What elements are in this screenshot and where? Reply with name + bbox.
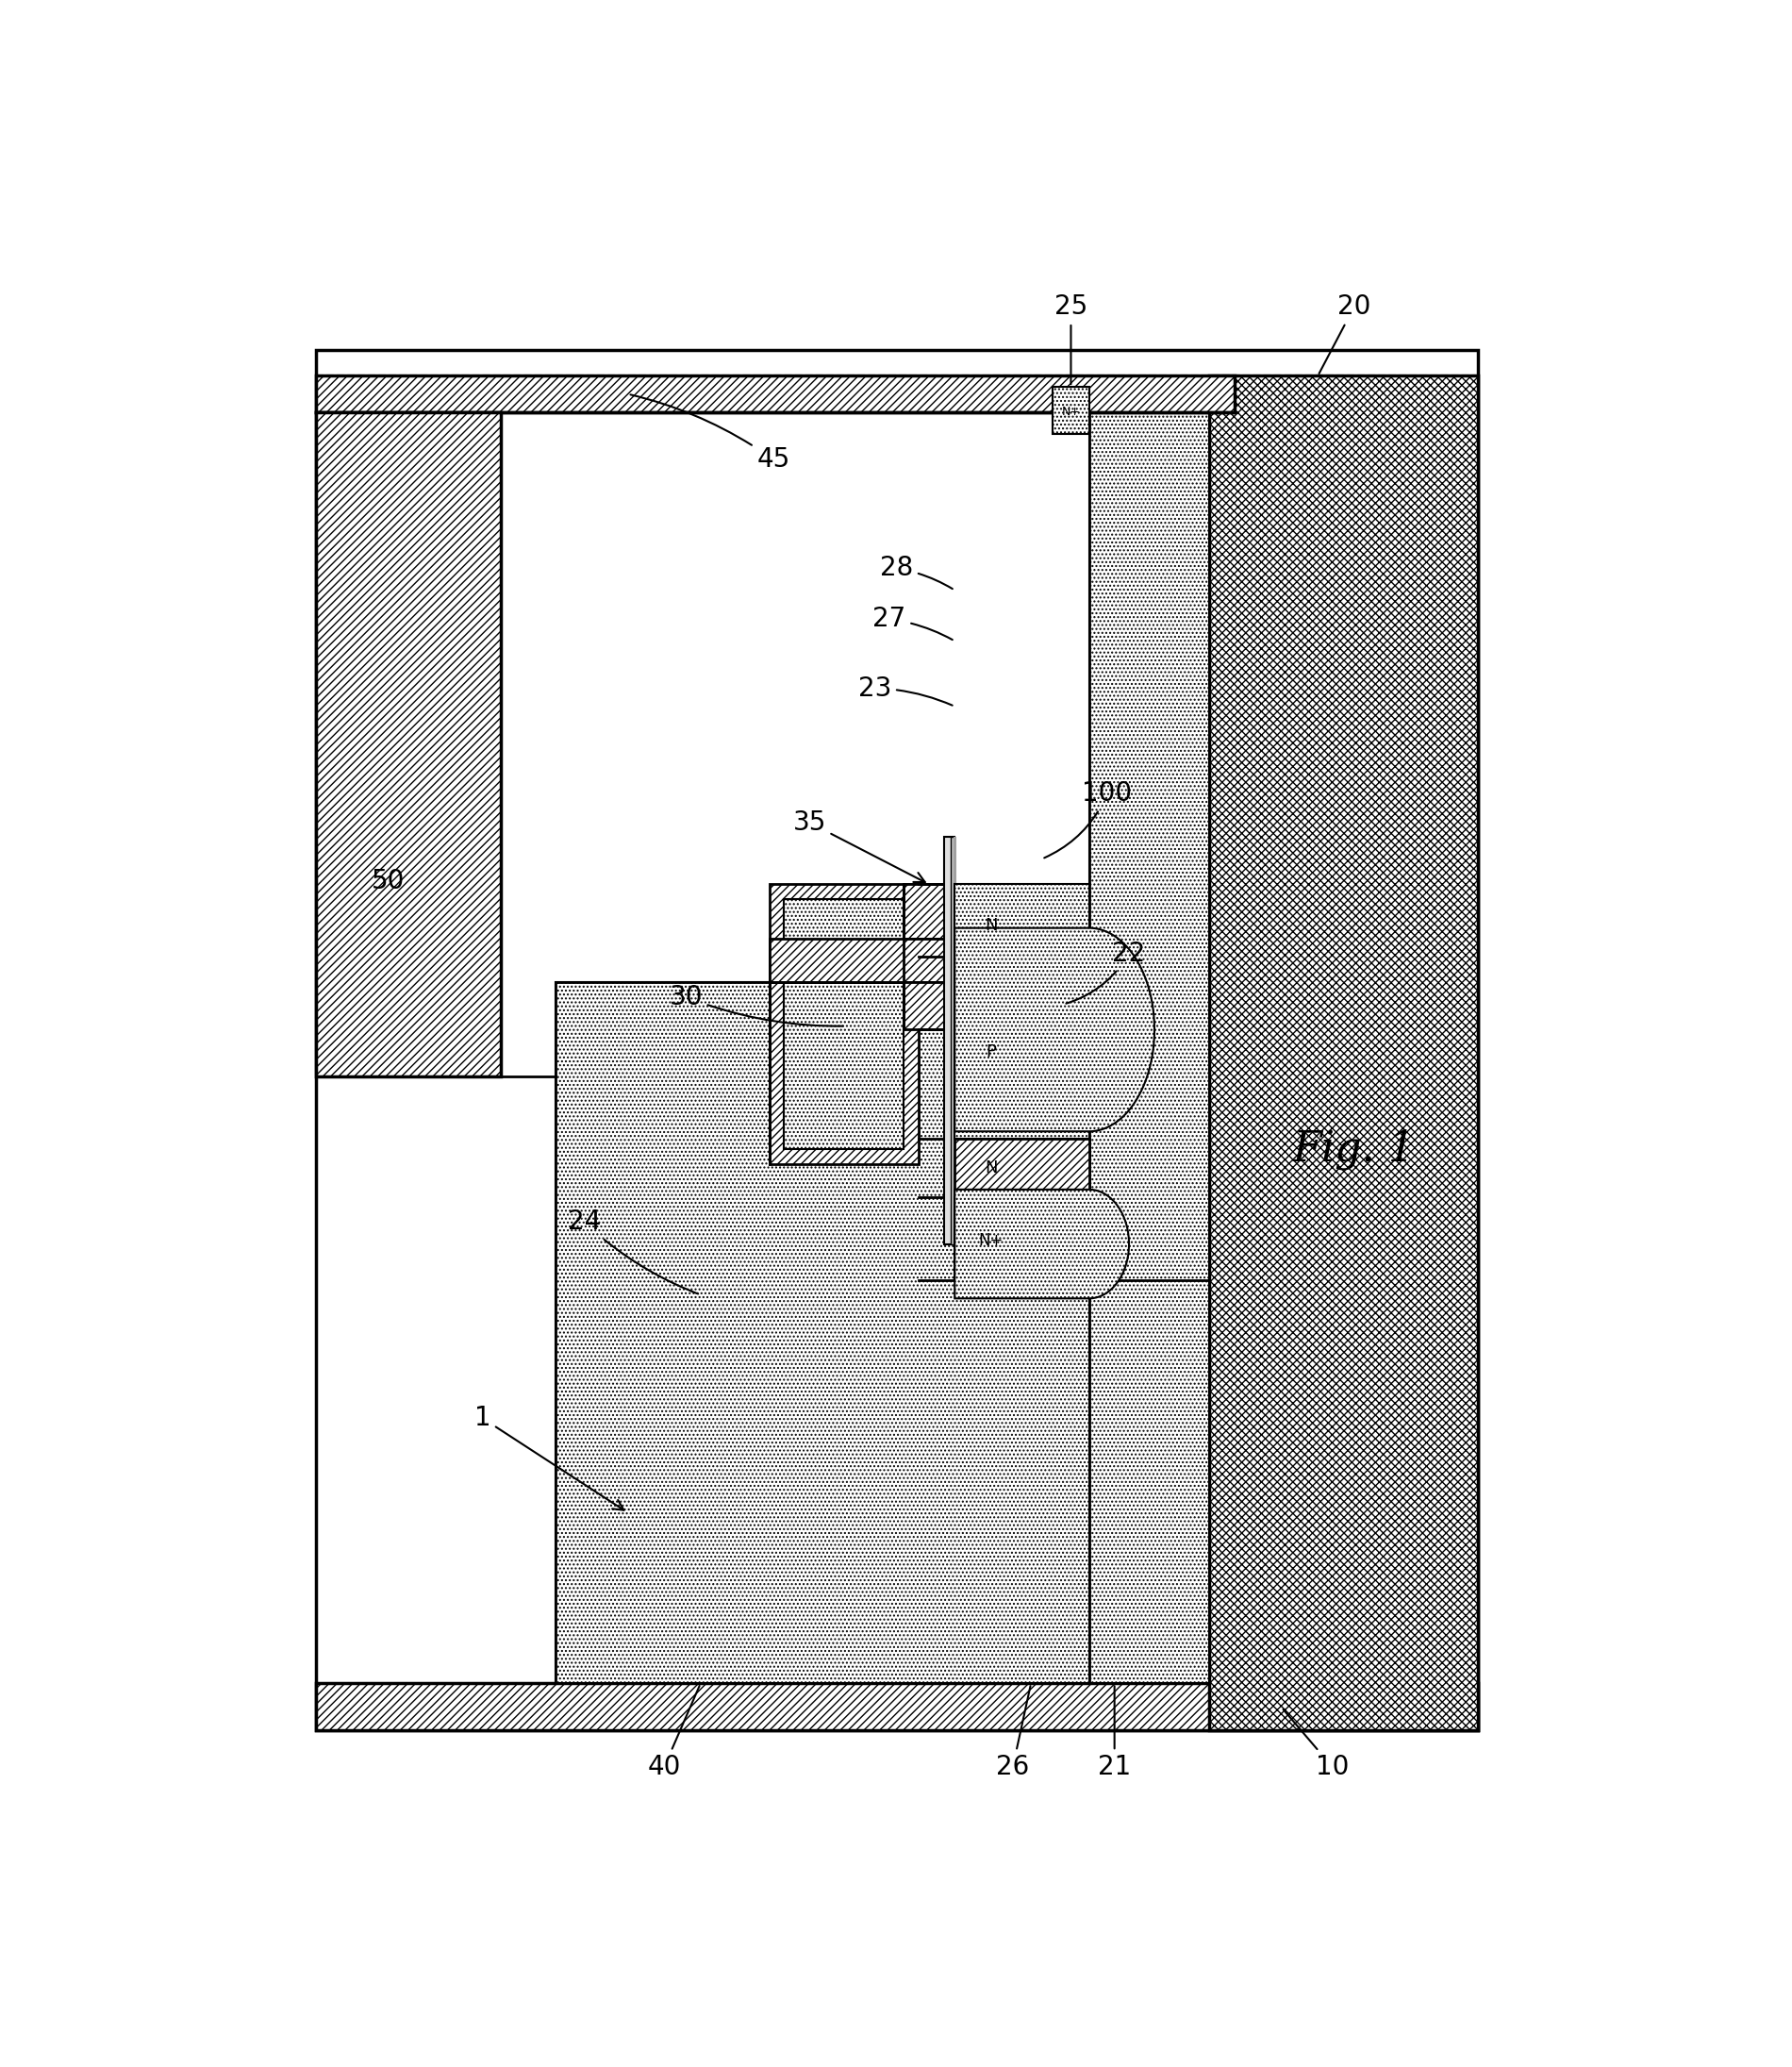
Bar [955, 885, 1090, 965]
Text: N: N [984, 1160, 998, 1176]
Text: 30: 30 [668, 984, 844, 1025]
Polygon shape [955, 928, 1154, 1131]
Text: 24: 24 [568, 1209, 699, 1294]
Bar [1090, 411, 1210, 1683]
Text: 1: 1 [475, 1406, 624, 1511]
Bar [315, 1683, 1478, 1730]
Text: 25: 25 [1054, 294, 1088, 384]
Bar [1052, 387, 1090, 434]
Bar [315, 411, 500, 1077]
Text: 22: 22 [1066, 940, 1145, 1002]
Text: 35: 35 [792, 810, 925, 883]
Text: N+: N+ [978, 1232, 1004, 1248]
Bar [1210, 376, 1478, 1730]
Text: 45: 45 [631, 395, 790, 473]
Text: 10: 10 [1283, 1709, 1349, 1780]
Text: 27: 27 [873, 606, 952, 641]
Bar [955, 965, 1090, 1139]
Bar [903, 982, 955, 1029]
Bar [953, 837, 957, 1244]
Bar [955, 1197, 1090, 1279]
Text: 23: 23 [858, 676, 952, 705]
Text: N+: N+ [1061, 405, 1081, 418]
Text: 100: 100 [1045, 781, 1133, 858]
Text: Fig. 1: Fig. 1 [1292, 1129, 1416, 1170]
Text: 20: 20 [1319, 294, 1371, 374]
Text: 26: 26 [996, 1687, 1030, 1780]
Text: 40: 40 [647, 1687, 699, 1780]
Text: N: N [984, 918, 998, 934]
Text: 50: 50 [371, 868, 405, 893]
Bar [785, 899, 903, 1149]
Text: P: P [986, 1044, 996, 1060]
Text: 28: 28 [880, 556, 953, 589]
Bar [903, 885, 955, 938]
Bar [315, 351, 1478, 1730]
Bar [556, 982, 1090, 1683]
Bar [315, 376, 1235, 411]
Bar [769, 885, 918, 1164]
Bar [769, 938, 955, 982]
Polygon shape [955, 1189, 1129, 1298]
Bar [955, 1139, 1090, 1197]
Text: 21: 21 [1098, 1687, 1131, 1780]
Bar [944, 837, 955, 1244]
Bar [952, 837, 955, 1244]
